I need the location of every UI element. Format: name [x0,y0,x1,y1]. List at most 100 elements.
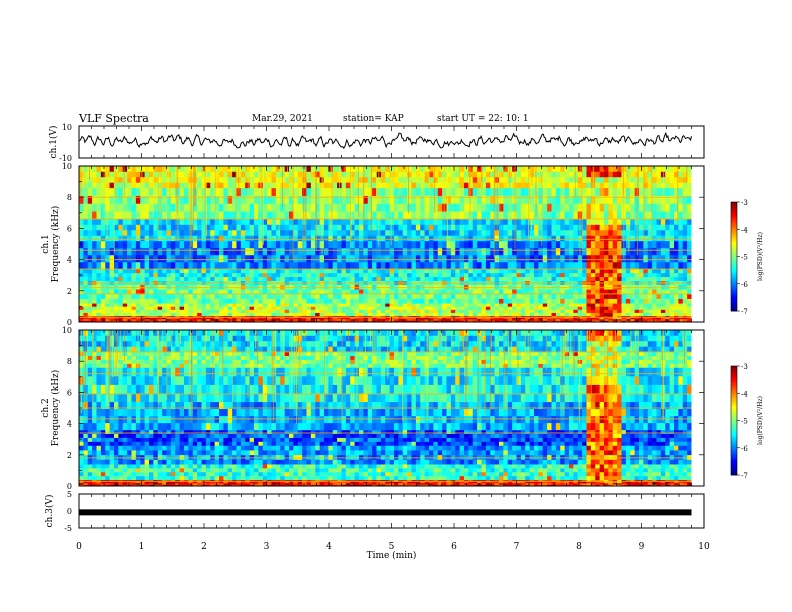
ch1-cell [328,235,334,242]
ch1-cell [315,187,320,196]
ch1-cell [560,318,565,321]
ch1-cell [254,272,259,278]
ch1-cell [201,284,207,290]
ch1-cell [162,320,167,323]
ch1-cell [149,182,154,189]
ch1-cell [595,315,600,318]
ch1-cell [669,219,675,225]
ch1-cell [188,272,194,278]
ch1-cell [468,261,474,270]
ch1-cell [472,261,478,270]
ch1-cell [372,171,377,178]
ch1-cell [271,320,277,323]
ch1-cell [227,293,233,299]
ch1-cell [450,235,456,242]
ch1-cell [573,309,579,313]
ch1-colorbar-cell [731,216,737,219]
ch1-cell [140,187,145,196]
ch1-cell [586,284,592,290]
ch1-cell [240,235,246,242]
ch1-cell [144,320,150,323]
ch1-cell [394,240,399,249]
ch1-cell [612,187,618,196]
ch1-cell [647,219,653,225]
ch1-cell [175,320,180,323]
ch1-cell [499,312,504,317]
ch1-cell [485,276,491,281]
ch1-cell [604,182,609,189]
ch1-cell [656,224,662,231]
ch1-cell [534,247,539,256]
ch1-cell [289,312,294,317]
ch1-cell [420,195,425,204]
ch1-cell [512,195,517,204]
ch1-cell [149,166,154,172]
ch1-cell [280,306,285,310]
ch1-cell [472,289,478,295]
ch1-cell [105,182,110,189]
ch1-cell [687,240,692,249]
ch1-cell [687,187,692,196]
ch1-cell [109,224,115,231]
ch1-cell [140,284,145,290]
ch1-cell [433,293,439,299]
ch1-cell [166,261,172,270]
ch1-cell [284,284,290,290]
ch1-cell [359,176,364,183]
ch1-cell [590,268,596,274]
ch1-cell [240,219,246,225]
ch1-cell [157,289,163,295]
ch1-cell [573,312,579,317]
ch1-cell [284,229,290,236]
ch1-cell [490,303,495,307]
ch1-cell [385,320,390,323]
ch1-cell [407,224,412,231]
ch1-cell [490,203,495,212]
ch1-ytick-label: 0 [67,318,72,327]
ch1-cell [306,240,312,249]
ch1-cell [319,272,325,278]
ch1-cell [402,284,408,290]
ch1-cell [275,187,281,196]
ch1-cell [153,203,159,212]
ch1-cell [302,171,307,178]
ch1-cell [372,211,377,220]
ch1-colorbar-cell [731,205,737,208]
ch1-cell [529,318,535,321]
ch1-cell [262,224,268,231]
ch1-cell [96,318,102,321]
ch1-cell [332,309,338,313]
ch1-cell [144,166,150,172]
ch1-cell [608,235,614,242]
ch1-cell [643,320,649,323]
ch1-cell [79,306,84,310]
ch1-cell [433,254,439,263]
ch1-cell [372,315,377,318]
ch1-cell [262,284,268,290]
ch1-cell [83,261,89,270]
ch1-cell [372,289,377,295]
ch2-cell [87,482,93,485]
ch1-cell [341,195,347,204]
ch1-cell [656,203,662,212]
ch1-cell [354,187,360,196]
ch1-cell [520,309,526,313]
ch1-cell [512,187,517,196]
ch1-cell [201,289,207,295]
ch1-cell [284,309,290,313]
ch1-cell [214,293,220,299]
ch1-cell [236,240,242,249]
ch1-cell [660,312,666,317]
ch1-cell [302,272,307,278]
ch1-cell [595,229,600,236]
ch1-cell [682,261,688,270]
ch1-cell [254,247,259,256]
ch1-cell [302,298,307,304]
ch1-cell [634,303,640,307]
ch1-cell [634,203,640,212]
ch1-cell [490,229,495,236]
ch1-cell [687,247,692,256]
ch1-cell [639,293,644,299]
ch1-cell [617,187,622,196]
ch1-cell [477,224,482,231]
